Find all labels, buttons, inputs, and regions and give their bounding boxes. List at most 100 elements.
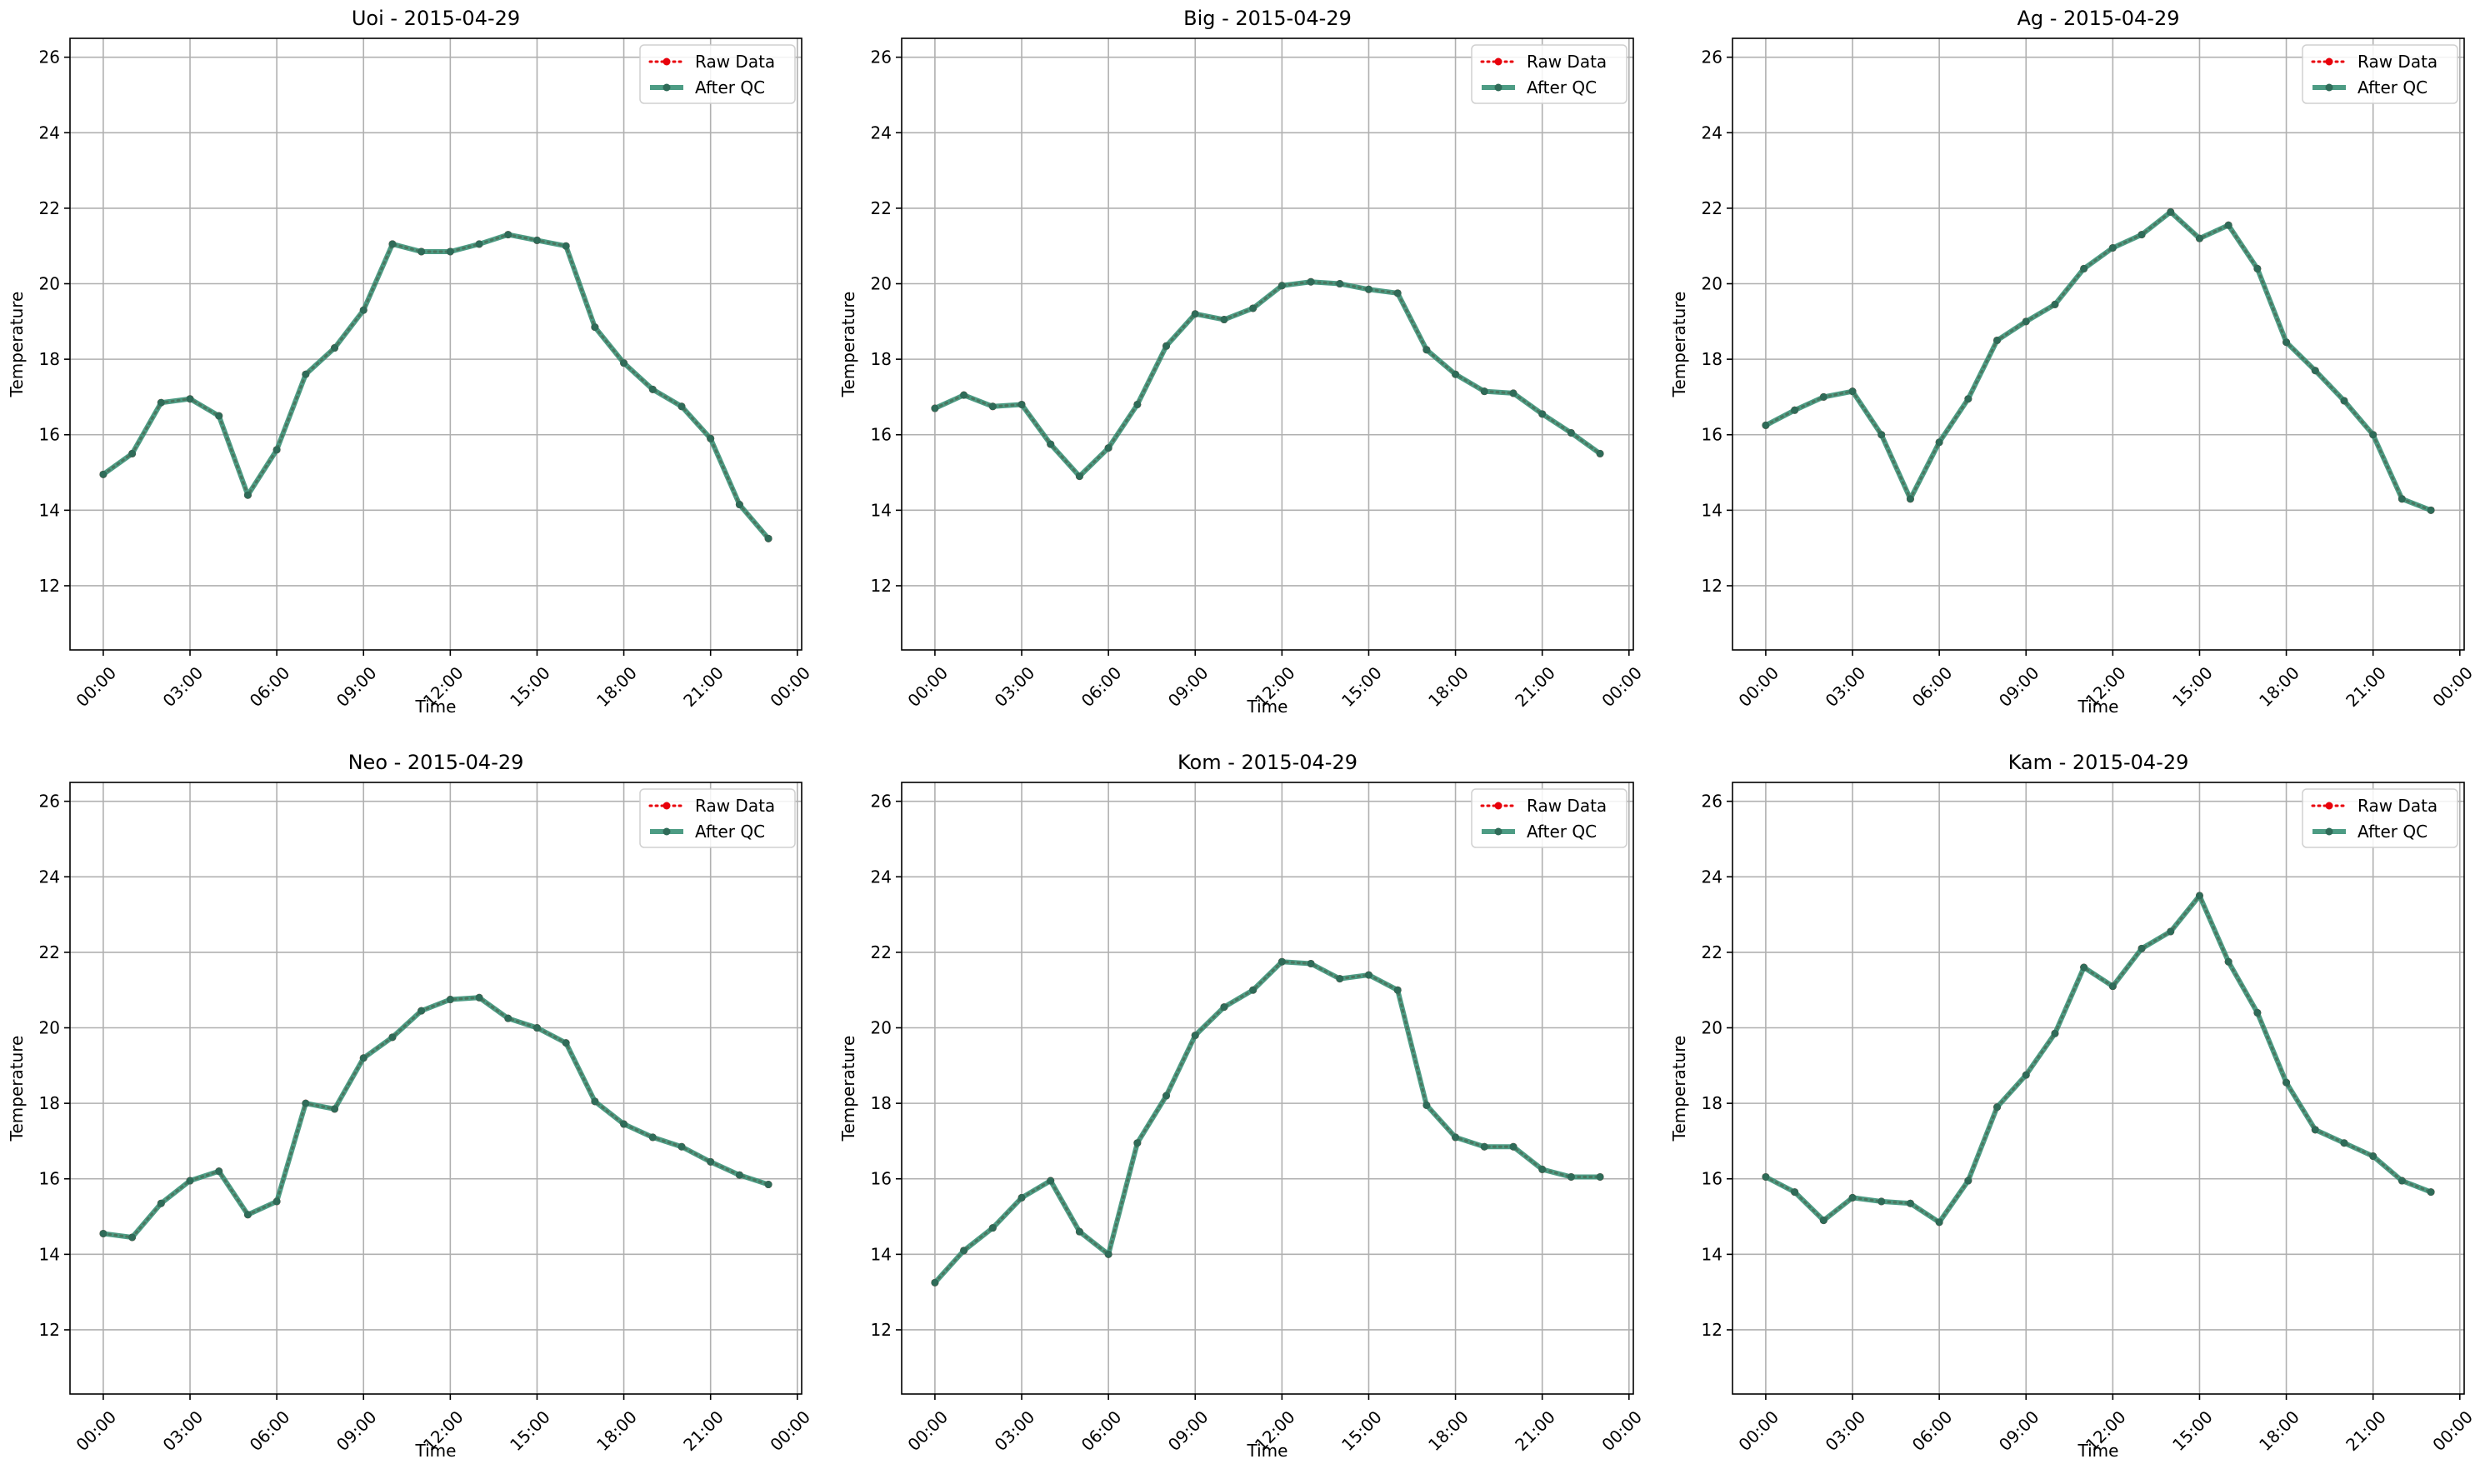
y-tick-label: 20 — [871, 1018, 892, 1038]
after-qc-point — [1047, 1177, 1055, 1185]
legend-raw-label: Raw Data — [2358, 52, 2438, 72]
x-tick-label: 00:00 — [1734, 1407, 1782, 1455]
after-qc-line — [102, 995, 770, 1240]
y-tick-label: 16 — [1702, 1169, 1722, 1189]
y-tick-label: 26 — [39, 47, 60, 67]
y-tick-label: 14 — [871, 500, 892, 520]
after-qc-point — [1567, 428, 1575, 437]
legend: Raw Data After QC — [2302, 44, 2458, 104]
after-qc-point — [1364, 285, 1372, 293]
after-qc-point — [2311, 1126, 2319, 1134]
subplot-title: Kam - 2015-04-29 — [2008, 751, 2189, 774]
after-qc-line — [102, 232, 771, 541]
x-tick-label: 00:00 — [1598, 662, 1646, 711]
after-qc-point — [446, 996, 454, 1004]
x-tick-label: 00:00 — [766, 1407, 814, 1455]
x-tick-label: 21:00 — [2342, 1407, 2390, 1455]
x-tick-label: 21:00 — [679, 662, 728, 711]
after-qc-point — [2369, 431, 2378, 439]
after-qc-line — [932, 959, 1601, 1285]
after-qc-point — [475, 993, 483, 1002]
after-qc-point — [1791, 406, 1799, 414]
y-tick-label: 12 — [39, 576, 60, 596]
after-qc-point — [2398, 1177, 2406, 1185]
after-qc-point — [302, 370, 310, 378]
x-tick-label: 03:00 — [159, 662, 208, 711]
x-tick-label: 09:00 — [1995, 1407, 2043, 1455]
subplot-2: 00:00 03:00 06:00 09:00 12:00 15:00 18:00 21:00… — [838, 7, 1646, 717]
after-qc-point — [1307, 959, 1315, 967]
after-qc-point — [620, 359, 628, 367]
y-tick-label: 12 — [39, 1320, 60, 1340]
legend-qc-marker — [2325, 827, 2333, 836]
x-tick-label: 18:00 — [1424, 1407, 1472, 1455]
after-qc-point — [1848, 387, 1857, 396]
after-qc-point — [648, 385, 657, 393]
y-axis-label: Temperature — [7, 292, 27, 398]
after-qc-point — [1278, 957, 1286, 966]
x-tick-label: 21:00 — [1511, 1407, 1559, 1455]
after-qc-point — [1596, 1172, 1604, 1181]
after-qc-point — [1480, 387, 1488, 396]
after-qc-point — [1162, 1092, 1171, 1100]
axes-frame — [69, 782, 802, 1395]
after-qc-point — [2022, 317, 2030, 326]
x-tick-label: 00:00 — [72, 662, 120, 711]
legend-raw-marker — [662, 802, 671, 810]
after-qc-point — [648, 1133, 657, 1142]
x-axis-label: Time — [2078, 697, 2119, 717]
legend-qc-label: After QC — [1527, 822, 1597, 842]
y-tick-label: 16 — [39, 1169, 60, 1189]
x-axis-label: Time — [1247, 697, 1288, 717]
after-qc-point — [735, 1171, 743, 1179]
after-qc-point — [988, 1224, 997, 1232]
y-axis-label: Temperature — [7, 1036, 27, 1142]
legend: Raw Data After QC — [639, 44, 796, 104]
after-qc-point — [562, 242, 570, 250]
after-qc-point — [707, 1157, 715, 1166]
after-qc-point — [960, 391, 968, 399]
after-qc-point — [532, 1024, 541, 1032]
after-qc-point — [302, 1099, 310, 1107]
y-tick-label: 16 — [39, 425, 60, 445]
legend-qc-label: After QC — [1527, 77, 1597, 97]
after-qc-point — [215, 1167, 223, 1176]
after-qc-point — [2427, 1188, 2435, 1197]
after-qc-point — [1220, 316, 1228, 324]
after-qc-point — [1964, 1177, 1972, 1185]
after-qc-point — [1878, 431, 1886, 439]
subplot-5: 00:00 03:00 06:00 09:00 12:00 15:00 18:00 21:00… — [838, 751, 1646, 1461]
after-qc-point — [243, 491, 252, 499]
x-tick-label: 00:00 — [1598, 1407, 1646, 1455]
after-qc-point — [707, 434, 715, 442]
after-qc-point — [331, 1105, 339, 1113]
after-qc-point — [2311, 367, 2319, 375]
after-qc-point — [735, 501, 743, 509]
y-tick-label: 14 — [1702, 500, 1722, 520]
after-qc-point — [2051, 300, 2059, 308]
x-tick-label: 00:00 — [903, 662, 952, 711]
y-tick-label: 12 — [871, 576, 892, 596]
after-qc-point — [418, 1007, 426, 1015]
raw-data-line — [102, 996, 770, 1239]
after-qc-point — [1104, 444, 1112, 452]
after-qc-point — [1993, 336, 2002, 344]
y-tick-label: 18 — [39, 349, 60, 369]
subplot-title: Neo - 2015-04-29 — [348, 751, 524, 774]
after-qc-point — [359, 1054, 368, 1062]
after-qc-point — [678, 1142, 686, 1151]
after-qc-point — [1336, 975, 1344, 983]
after-qc-point — [446, 247, 454, 256]
after-qc-point — [2340, 1139, 2348, 1147]
after-qc-point — [764, 1181, 772, 1189]
x-tick-label: 21:00 — [679, 1407, 728, 1455]
after-qc-point — [388, 1033, 397, 1042]
x-tick-label: 09:00 — [332, 662, 381, 711]
after-qc-point — [1278, 282, 1286, 290]
x-axis-label: Time — [1247, 1441, 1288, 1461]
legend: Raw Data After QC — [2302, 788, 2458, 848]
after-qc-point — [215, 412, 223, 420]
y-tick-label: 14 — [39, 500, 60, 520]
x-tick-label: 06:00 — [1078, 662, 1126, 711]
